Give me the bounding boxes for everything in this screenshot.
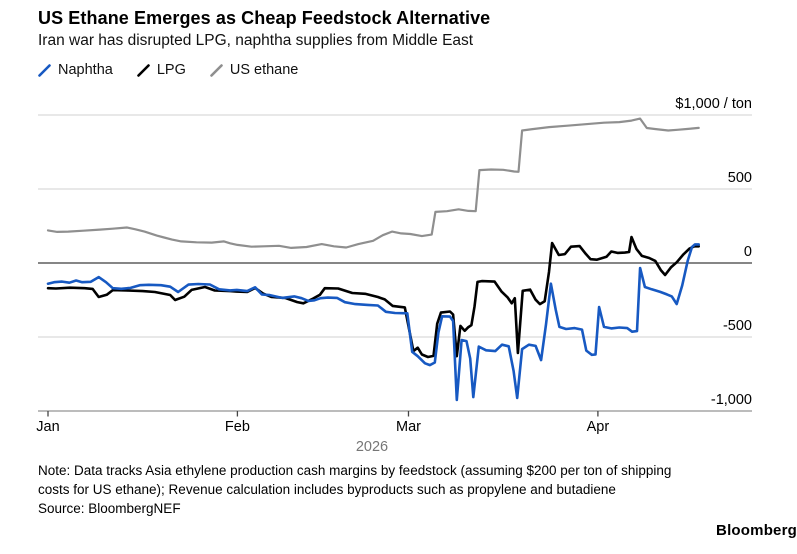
note-line-1: Note: Data tracks Asia ethylene producti…: [38, 463, 672, 478]
series-us-ethane: [46, 117, 700, 249]
chart-legend: Naphtha LPG US ethane: [38, 62, 298, 78]
x-axis-label: Mar: [396, 419, 421, 435]
bloomberg-logo: Bloomberg: [716, 522, 797, 539]
legend-item-label: Naphtha: [58, 62, 113, 78]
x-axis-year-label: 2026: [356, 439, 388, 455]
y-axis-label: $1,000 / ton: [675, 96, 752, 112]
legend-item-label: US ethane: [229, 62, 299, 78]
legend-slash-icon: [137, 63, 150, 77]
legend-item-label: LPG: [156, 62, 186, 78]
x-axis-label: Feb: [225, 419, 250, 435]
y-axis-label: 0: [744, 244, 752, 260]
legend-item-naphtha: Naphtha: [38, 62, 113, 78]
chart-note: Note: Data tracks Asia ethylene producti…: [38, 461, 773, 499]
legend-item-lpg: LPG: [137, 62, 186, 78]
note-line-2: costs for US ethane); Revenue calculatio…: [38, 482, 616, 497]
y-axis-label: 500: [728, 170, 752, 186]
x-axis-label: Apr: [587, 419, 610, 435]
series-lpg: [46, 235, 701, 359]
chart-source: Source: BloombergNEF: [38, 501, 181, 516]
y-axis-label: -1,000: [711, 392, 752, 408]
y-axis-label: -500: [723, 318, 752, 334]
x-axis-label: Jan: [36, 419, 59, 435]
series-naphtha: [46, 243, 701, 402]
legend-item-us-ethane: US ethane: [210, 62, 299, 78]
legend-slash-icon: [38, 63, 51, 77]
chart-title: US Ethane Emerges as Cheap Feedstock Alt…: [38, 8, 491, 28]
chart-subtitle: Iran war has disrupted LPG, naphtha supp…: [38, 32, 474, 49]
legend-slash-icon: [210, 63, 223, 77]
